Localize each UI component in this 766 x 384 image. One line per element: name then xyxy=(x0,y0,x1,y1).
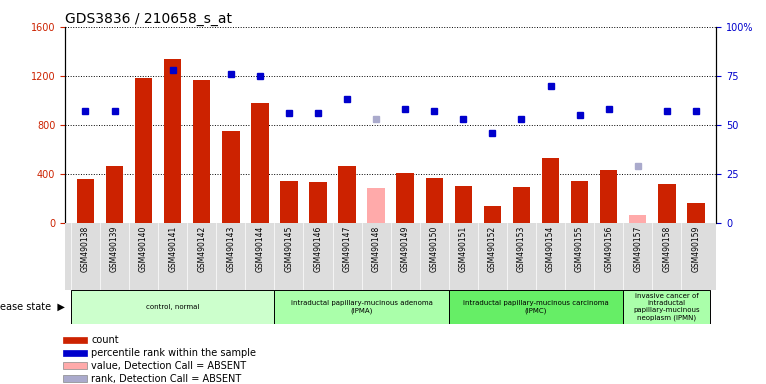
Text: GSM490142: GSM490142 xyxy=(197,226,206,272)
Text: GSM490148: GSM490148 xyxy=(372,226,381,272)
Text: GSM490157: GSM490157 xyxy=(633,226,642,273)
Text: GSM490155: GSM490155 xyxy=(575,226,584,273)
Text: GSM490154: GSM490154 xyxy=(546,226,555,273)
Text: GSM490144: GSM490144 xyxy=(255,226,264,273)
Text: control, normal: control, normal xyxy=(146,304,199,310)
FancyBboxPatch shape xyxy=(449,290,624,324)
Text: rank, Detection Call = ABSENT: rank, Detection Call = ABSENT xyxy=(91,374,241,384)
Bar xyxy=(483,206,501,223)
Text: GSM490143: GSM490143 xyxy=(226,226,235,273)
Bar xyxy=(63,362,87,369)
Text: invasive cancer of
intraductal
papillary-mucinous
neoplasm (IPMN): invasive cancer of intraductal papillary… xyxy=(633,293,700,321)
Text: GSM490141: GSM490141 xyxy=(169,226,177,272)
Text: intraductal papillary-mucinous adenoma
(IPMA): intraductal papillary-mucinous adenoma (… xyxy=(290,300,433,314)
Bar xyxy=(571,181,588,223)
Text: GDS3836 / 210658_s_at: GDS3836 / 210658_s_at xyxy=(65,12,232,26)
Text: intraductal papillary-mucinous carcinoma
(IPMC): intraductal papillary-mucinous carcinoma… xyxy=(463,300,609,314)
Bar xyxy=(193,79,211,223)
Text: GSM490146: GSM490146 xyxy=(313,226,322,273)
Bar xyxy=(63,376,87,382)
FancyBboxPatch shape xyxy=(624,290,710,324)
Text: GSM490159: GSM490159 xyxy=(692,226,700,273)
Text: count: count xyxy=(91,335,119,345)
Bar xyxy=(397,173,414,223)
Text: disease state  ▶: disease state ▶ xyxy=(0,302,64,312)
Bar xyxy=(164,59,182,223)
Bar xyxy=(106,166,123,223)
Bar xyxy=(339,166,355,223)
Bar xyxy=(135,78,152,223)
FancyBboxPatch shape xyxy=(71,290,274,324)
Bar xyxy=(251,103,269,223)
Text: GSM490149: GSM490149 xyxy=(401,226,410,273)
Text: GSM490158: GSM490158 xyxy=(663,226,671,272)
Text: GSM490139: GSM490139 xyxy=(110,226,119,273)
Bar xyxy=(454,186,472,223)
Bar xyxy=(542,158,559,223)
Text: GSM490156: GSM490156 xyxy=(604,226,613,273)
FancyBboxPatch shape xyxy=(274,290,449,324)
Text: GSM490147: GSM490147 xyxy=(342,226,352,273)
Text: percentile rank within the sample: percentile rank within the sample xyxy=(91,348,256,358)
Text: GSM490140: GSM490140 xyxy=(139,226,148,273)
Bar xyxy=(222,131,240,223)
Text: GSM490150: GSM490150 xyxy=(430,226,439,273)
Bar xyxy=(426,178,443,223)
Text: value, Detection Call = ABSENT: value, Detection Call = ABSENT xyxy=(91,361,246,371)
Bar xyxy=(600,170,617,223)
Bar xyxy=(687,202,705,223)
Text: GSM490138: GSM490138 xyxy=(81,226,90,272)
Text: GSM490152: GSM490152 xyxy=(488,226,497,272)
Bar xyxy=(368,189,385,223)
Text: GSM490145: GSM490145 xyxy=(284,226,293,273)
Bar xyxy=(629,215,647,223)
Bar xyxy=(63,336,87,343)
Bar xyxy=(309,182,327,223)
Bar xyxy=(658,184,676,223)
Text: GSM490151: GSM490151 xyxy=(459,226,468,272)
Bar xyxy=(77,179,94,223)
Bar xyxy=(63,349,87,356)
Bar xyxy=(280,181,298,223)
Bar xyxy=(512,187,530,223)
Text: GSM490153: GSM490153 xyxy=(517,226,526,273)
